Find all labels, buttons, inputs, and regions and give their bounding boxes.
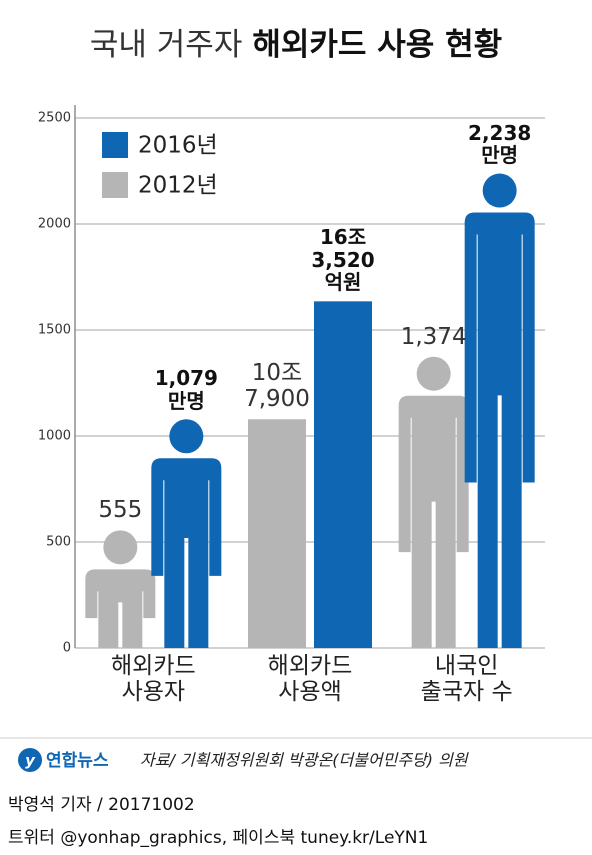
chart-title: 국내 거주자 해외카드 사용 현황: [90, 27, 502, 63]
person-mark: [398, 356, 469, 648]
logo-text: 연합뉴스: [46, 750, 109, 771]
x-tick-label: 내국인 출국자 수: [420, 653, 513, 705]
person-mark: [85, 530, 156, 648]
person-body: [151, 458, 222, 648]
legend-swatch: [102, 172, 128, 198]
bar: [248, 419, 306, 648]
person-body: [464, 212, 535, 648]
x-tick-label: 해외카드 사용자: [111, 653, 196, 705]
value-label: 555: [98, 497, 143, 524]
bar: [314, 301, 372, 648]
x-tick-label: 해외카드 사용액: [267, 653, 353, 705]
value-label: 2,238 만명: [468, 120, 532, 167]
person-head: [482, 173, 517, 208]
y-tick-label: 1500: [38, 323, 71, 338]
legend-swatch: [102, 132, 128, 158]
y-tick-label: 1000: [38, 429, 71, 444]
person-head: [416, 356, 451, 391]
value-label: 1,374: [400, 323, 467, 350]
value-label: 10조 7,900: [244, 360, 310, 412]
y-tick-label: 2500: [38, 111, 71, 126]
value-label: 16조 3,520 억원: [311, 225, 375, 295]
social: 트위터 @yonhap_graphics, 페이스북 tuney.kr/LeYN…: [8, 828, 428, 848]
y-tick-label: 500: [46, 535, 71, 550]
y-tick-label: 0: [63, 641, 71, 656]
person-mark: [151, 419, 222, 648]
person-head: [169, 419, 204, 454]
byline: 박영석 기자 / 20171002: [8, 795, 195, 815]
logo-glyph: y: [25, 752, 36, 770]
y-tick-label: 2000: [38, 217, 71, 232]
value-label: 1,079 만명: [154, 366, 218, 413]
title-bold: 해외카드 사용 현황: [252, 27, 502, 63]
logo-icon: [18, 748, 42, 772]
person-body: [398, 395, 469, 648]
person-body: [85, 569, 156, 648]
legend-label: 2016년: [138, 133, 218, 159]
source: 자료/ 기획재정위원회 박광온(더불어민주당) 의원: [140, 751, 469, 770]
person-head: [103, 530, 138, 565]
person-mark: [464, 173, 535, 648]
title-light: 국내 거주자: [90, 27, 242, 63]
legend-label: 2012년: [138, 173, 218, 199]
